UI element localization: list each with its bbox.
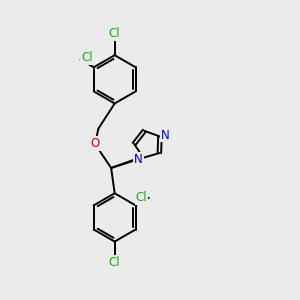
Text: Cl: Cl	[109, 256, 121, 269]
Text: N: N	[134, 153, 143, 166]
Text: Cl: Cl	[81, 51, 93, 64]
Text: Cl: Cl	[136, 190, 147, 204]
Text: Cl: Cl	[109, 27, 121, 40]
Text: N: N	[161, 128, 170, 142]
Text: O: O	[90, 137, 100, 150]
